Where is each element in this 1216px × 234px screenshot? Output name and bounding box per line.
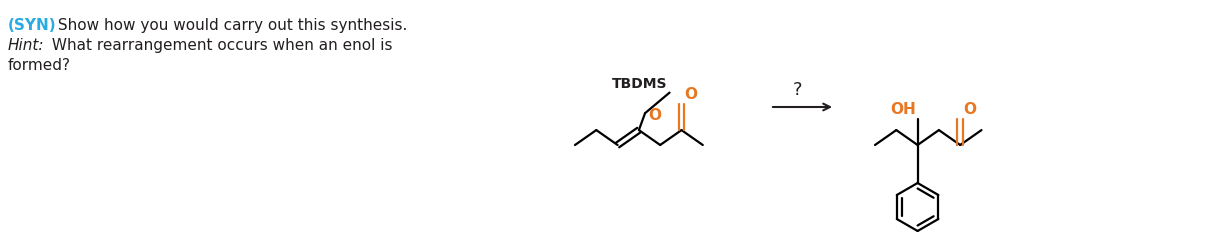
Text: What rearrangement occurs when an enol is: What rearrangement occurs when an enol i… <box>47 38 393 53</box>
Text: O: O <box>648 108 662 123</box>
Text: Hint:: Hint: <box>9 38 45 53</box>
Text: O: O <box>685 87 698 102</box>
Text: formed?: formed? <box>9 58 71 73</box>
Text: Show how you would carry out this synthesis.: Show how you would carry out this synthe… <box>54 18 407 33</box>
Text: TBDMS: TBDMS <box>612 77 668 91</box>
Text: O: O <box>963 102 976 117</box>
Text: OH: OH <box>890 102 916 117</box>
Text: ?: ? <box>793 81 803 99</box>
Text: (SYN): (SYN) <box>9 18 57 33</box>
